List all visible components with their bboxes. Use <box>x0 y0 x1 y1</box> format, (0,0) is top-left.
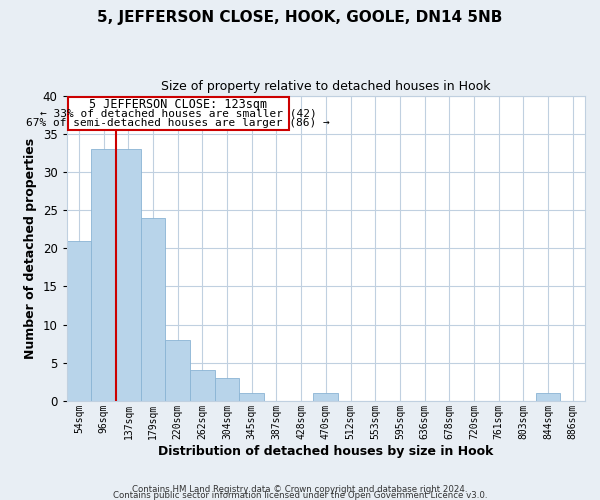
Bar <box>68 97 289 130</box>
Bar <box>91 149 116 401</box>
Text: Contains HM Land Registry data © Crown copyright and database right 2024.: Contains HM Land Registry data © Crown c… <box>132 484 468 494</box>
Bar <box>166 340 190 401</box>
Y-axis label: Number of detached properties: Number of detached properties <box>24 138 37 359</box>
Text: ← 33% of detached houses are smaller (42): ← 33% of detached houses are smaller (42… <box>40 108 317 118</box>
Bar <box>141 218 166 401</box>
Bar <box>190 370 215 401</box>
Bar <box>313 394 338 401</box>
Text: 67% of semi-detached houses are larger (86) →: 67% of semi-detached houses are larger (… <box>26 118 330 128</box>
Bar <box>215 378 239 401</box>
Bar <box>67 240 91 401</box>
Title: Size of property relative to detached houses in Hook: Size of property relative to detached ho… <box>161 80 491 93</box>
Text: 5, JEFFERSON CLOSE, HOOK, GOOLE, DN14 5NB: 5, JEFFERSON CLOSE, HOOK, GOOLE, DN14 5N… <box>97 10 503 25</box>
Text: 5 JEFFERSON CLOSE: 123sqm: 5 JEFFERSON CLOSE: 123sqm <box>89 98 268 111</box>
Bar <box>536 394 560 401</box>
Bar <box>116 149 141 401</box>
Bar <box>239 394 264 401</box>
Text: Contains public sector information licensed under the Open Government Licence v3: Contains public sector information licen… <box>113 490 487 500</box>
X-axis label: Distribution of detached houses by size in Hook: Distribution of detached houses by size … <box>158 444 494 458</box>
